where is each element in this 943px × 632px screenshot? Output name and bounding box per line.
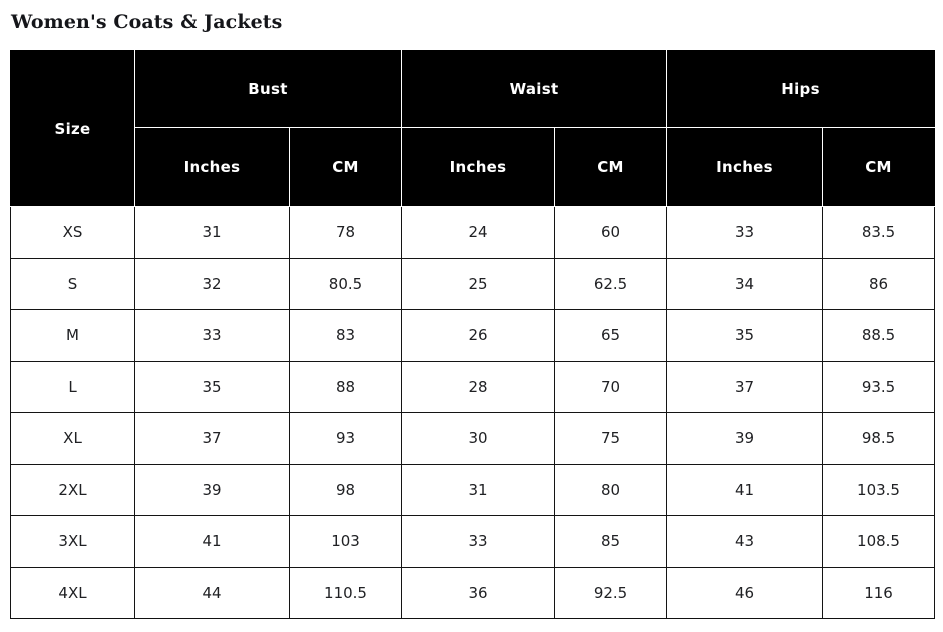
measurement-cell: 110.5 [288, 566, 403, 619]
measurement-cell: 65 [554, 309, 668, 362]
measurement-cell: 62.5 [554, 257, 668, 310]
measurement-cell: 37 [666, 360, 824, 413]
measurement-cell: 80.5 [288, 257, 403, 310]
column-header-waist-cm: CM [554, 127, 668, 207]
table-header-group-row: Size Bust Waist Hips [10, 50, 936, 207]
table-row: 3XL 41 103 33 85 43 108.5 [10, 515, 936, 568]
size-chart-table-container: Size Bust Waist Hips Inches CM Inches CM… [10, 50, 936, 619]
column-header-hips-inches: Inches [666, 127, 824, 207]
measurement-cell: 31 [401, 463, 556, 516]
size-label-cell: 2XL [10, 463, 135, 516]
measurement-cell: 98.5 [822, 412, 936, 465]
measurement-cell: 26 [401, 309, 556, 362]
page-title: Women's Coats & Jackets [11, 11, 283, 33]
column-header-hips: Hips [666, 50, 936, 128]
measurement-cell: 116 [822, 566, 936, 619]
table-row: M 33 83 26 65 35 88.5 [10, 309, 936, 362]
measurement-cell: 33 [134, 309, 290, 362]
measurement-cell: 25 [401, 257, 556, 310]
measurement-cell: 24 [401, 206, 556, 259]
table-row: 2XL 39 98 31 80 41 103.5 [10, 463, 936, 516]
measurement-cell: 41 [666, 463, 824, 516]
table-row: S 32 80.5 25 62.5 34 86 [10, 257, 936, 310]
measurement-cell: 70 [554, 360, 668, 413]
size-chart-table: Size Bust Waist Hips Inches CM Inches CM… [10, 50, 936, 619]
measurement-cell: 35 [666, 309, 824, 362]
measurement-cell: 92.5 [554, 566, 668, 619]
measurement-cell: 108.5 [822, 515, 936, 568]
measurement-cell: 28 [401, 360, 556, 413]
measurement-cell: 98 [288, 463, 403, 516]
measurement-cell: 32 [134, 257, 290, 310]
column-header-bust-inches: Inches [134, 127, 290, 207]
size-label-cell: M [10, 309, 135, 362]
measurement-cell: 43 [666, 515, 824, 568]
column-header-size: Size [10, 50, 135, 207]
measurement-cell: 78 [288, 206, 403, 259]
size-label-cell: 4XL [10, 566, 135, 619]
measurement-cell: 83 [288, 309, 403, 362]
measurement-cell: 103 [288, 515, 403, 568]
table-row: 4XL 44 110.5 36 92.5 46 116 [10, 566, 936, 619]
measurement-cell: 41 [134, 515, 290, 568]
measurement-cell: 93 [288, 412, 403, 465]
measurement-cell: 85 [554, 515, 668, 568]
table-row: XL 37 93 30 75 39 98.5 [10, 412, 936, 465]
measurement-cell: 44 [134, 566, 290, 619]
measurement-cell: 46 [666, 566, 824, 619]
column-header-waist-inches: Inches [401, 127, 556, 207]
measurement-cell: 83.5 [822, 206, 936, 259]
column-header-hips-cm: CM [822, 127, 936, 207]
measurement-cell: 33 [666, 206, 824, 259]
table-header: Size Bust Waist Hips Inches CM Inches CM… [10, 50, 936, 207]
measurement-cell: 88.5 [822, 309, 936, 362]
measurement-cell: 60 [554, 206, 668, 259]
table-row: XS 31 78 24 60 33 83.5 [10, 206, 936, 259]
size-label-cell: S [10, 257, 135, 310]
measurement-cell: 33 [401, 515, 556, 568]
measurement-cell: 34 [666, 257, 824, 310]
size-label-cell: XL [10, 412, 135, 465]
size-label-cell: L [10, 360, 135, 413]
measurement-cell: 37 [134, 412, 290, 465]
measurement-cell: 36 [401, 566, 556, 619]
table-header-unit-row: Inches CM Inches CM Inches CM [11, 127, 936, 207]
measurement-cell: 86 [822, 257, 936, 310]
table-body: XS 31 78 24 60 33 83.5 S 32 80.5 25 62.5 34 86 M 33 83 26… [10, 206, 936, 619]
column-header-waist: Waist [401, 50, 668, 128]
column-header-bust-cm: CM [288, 127, 403, 207]
measurement-cell: 35 [134, 360, 290, 413]
measurement-cell: 39 [134, 463, 290, 516]
table-row: L 35 88 28 70 37 93.5 [10, 360, 936, 413]
measurement-cell: 88 [288, 360, 403, 413]
measurement-cell: 30 [401, 412, 556, 465]
measurement-cell: 93.5 [822, 360, 936, 413]
size-label-cell: 3XL [10, 515, 135, 568]
size-label-cell: XS [10, 206, 135, 259]
measurement-cell: 103.5 [822, 463, 936, 516]
measurement-cell: 31 [134, 206, 290, 259]
column-header-bust: Bust [133, 50, 403, 128]
measurement-cell: 39 [666, 412, 824, 465]
measurement-cell: 75 [554, 412, 668, 465]
measurement-cell: 80 [554, 463, 668, 516]
